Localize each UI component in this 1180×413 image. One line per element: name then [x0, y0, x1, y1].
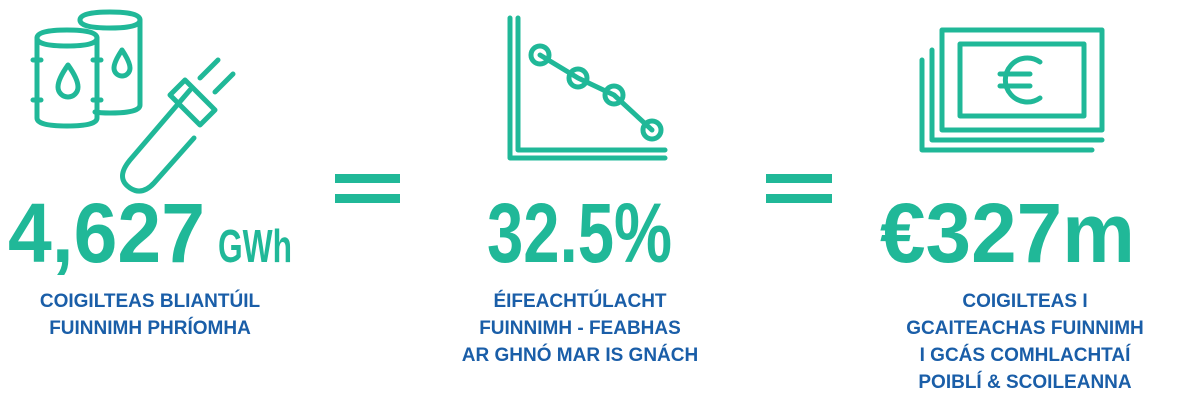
caption-line: ÉIFEACHTÚLACHT [493, 290, 666, 312]
caption-line: AR GHNÓ MAR IS GNÁCH [462, 344, 698, 366]
money-icon [919, 27, 1105, 153]
energy-icon [30, 9, 236, 194]
stat-value: 32.5% [487, 186, 672, 280]
equals-sign [766, 174, 832, 183]
equals-sign [335, 194, 400, 203]
captions: COIGILTEAS BLIANTÚIL FUINNIMH PHRÍOMHA ÉIF… [40, 290, 1144, 393]
caption-line: GCAITEACHAS FUINNIMH [906, 318, 1144, 339]
caption-line: COIGILTEAS BLIANTÚIL [40, 290, 261, 312]
caption-line: I GCÁS COMHLACHTAÍ [920, 344, 1131, 366]
equals-sign [335, 174, 400, 183]
stat-unit: GWh [218, 220, 292, 272]
stat-value: €327m [880, 186, 1135, 280]
caption-line: FUINNIMH PHRÍOMHA [49, 317, 251, 339]
chart-icon [507, 15, 668, 161]
caption-line: FUINNIMH - FEABHAS [479, 318, 681, 339]
equals-sign [766, 194, 832, 203]
caption-line: POIBLÍ & SCOILEANNA [918, 371, 1132, 393]
caption-line: COIGILTEAS I [962, 291, 1087, 312]
stat-value: 4,627 [8, 186, 205, 280]
